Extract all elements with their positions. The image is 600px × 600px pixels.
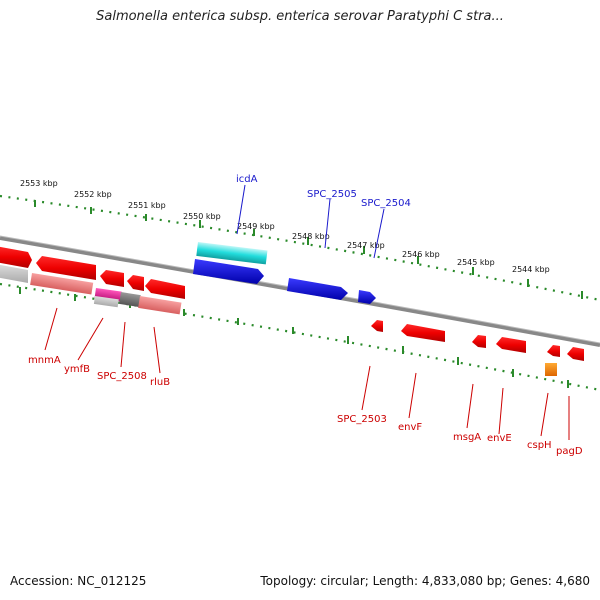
bottom-leader-lines [44,307,570,440]
gene-envF[interactable] [401,324,445,342]
gene-cspH-orange[interactable] [545,363,557,376]
topology-stats: Topology: circular; Length: 4,833,080 bp… [260,574,590,588]
kbp-label: 2548 kbp [292,232,330,241]
gene-feature[interactable] [100,270,124,287]
kbp-label: 2544 kbp [512,265,550,274]
inner-ruler-ticks [19,287,569,388]
gene-mnmA-region[interactable] [0,246,32,283]
gene-SPC_2504[interactable] [287,278,348,300]
gene-feature[interactable] [93,296,119,308]
kbp-label: 2547 kbp [347,241,385,250]
outer-ruler-ticks [34,200,583,299]
label-rluB[interactable]: rluB [150,377,170,388]
kbp-label: 2551 kbp [128,201,166,210]
bottom-gene-labels: mnmA ymfB SPC_2508 rluB SPC_2503 envF ms… [28,355,583,457]
gene-icdA[interactable] [196,242,268,265]
accession-text: Accession: NC_012125 [10,574,147,588]
label-envF[interactable]: envF [398,422,422,433]
label-SPC_2504[interactable]: SPC_2504 [361,198,411,209]
label-msgA[interactable]: msgA [453,432,481,443]
label-ymfB[interactable]: ymfB [64,364,90,375]
gene-rluB-pseudo[interactable] [138,296,182,315]
gene-msgA[interactable] [472,335,486,348]
inner-ruler [0,282,600,392]
kbp-label: 2552 kbp [74,190,112,199]
label-mnmA[interactable]: mnmA [28,355,61,366]
gene-SPC_2505[interactable] [193,259,264,284]
ruler-labels: 2553 kbp 2552 kbp 2551 kbp 2550 kbp 2549… [20,179,550,274]
gene-feature[interactable] [0,246,32,268]
gene-rluB[interactable] [145,279,185,299]
gene-cspH[interactable] [547,345,560,357]
label-icdA[interactable]: icdA [236,174,258,185]
gene-SPC_2503[interactable] [371,320,383,332]
gene-feature[interactable] [358,290,376,304]
kbp-label: 2545 kbp [457,258,495,267]
kbp-label: 2549 kbp [237,222,275,231]
gene-mnmA[interactable] [36,256,96,280]
gene-pagD[interactable] [567,347,584,361]
label-SPC_2508[interactable]: SPC_2508 [97,371,147,382]
top-leader-lines [236,184,385,259]
gene-envE[interactable] [496,337,526,353]
label-pagD[interactable]: pagD [556,446,583,457]
label-SPC_2503[interactable]: SPC_2503 [337,414,387,425]
label-cspH[interactable]: cspH [527,440,552,451]
kbp-label: 2550 kbp [183,212,221,221]
gene-feature[interactable] [0,264,28,283]
label-SPC_2505[interactable]: SPC_2505 [307,189,357,200]
gene-feature[interactable] [127,275,144,291]
kbp-label: 2546 kbp [402,250,440,259]
gene-ymfB-pseudo[interactable] [30,273,94,295]
genome-title: Salmonella enterica subsp. enterica sero… [96,9,504,24]
kbp-label: 2553 kbp [20,179,58,188]
label-envE[interactable]: envE [487,433,512,444]
gene-feature[interactable] [119,292,141,307]
